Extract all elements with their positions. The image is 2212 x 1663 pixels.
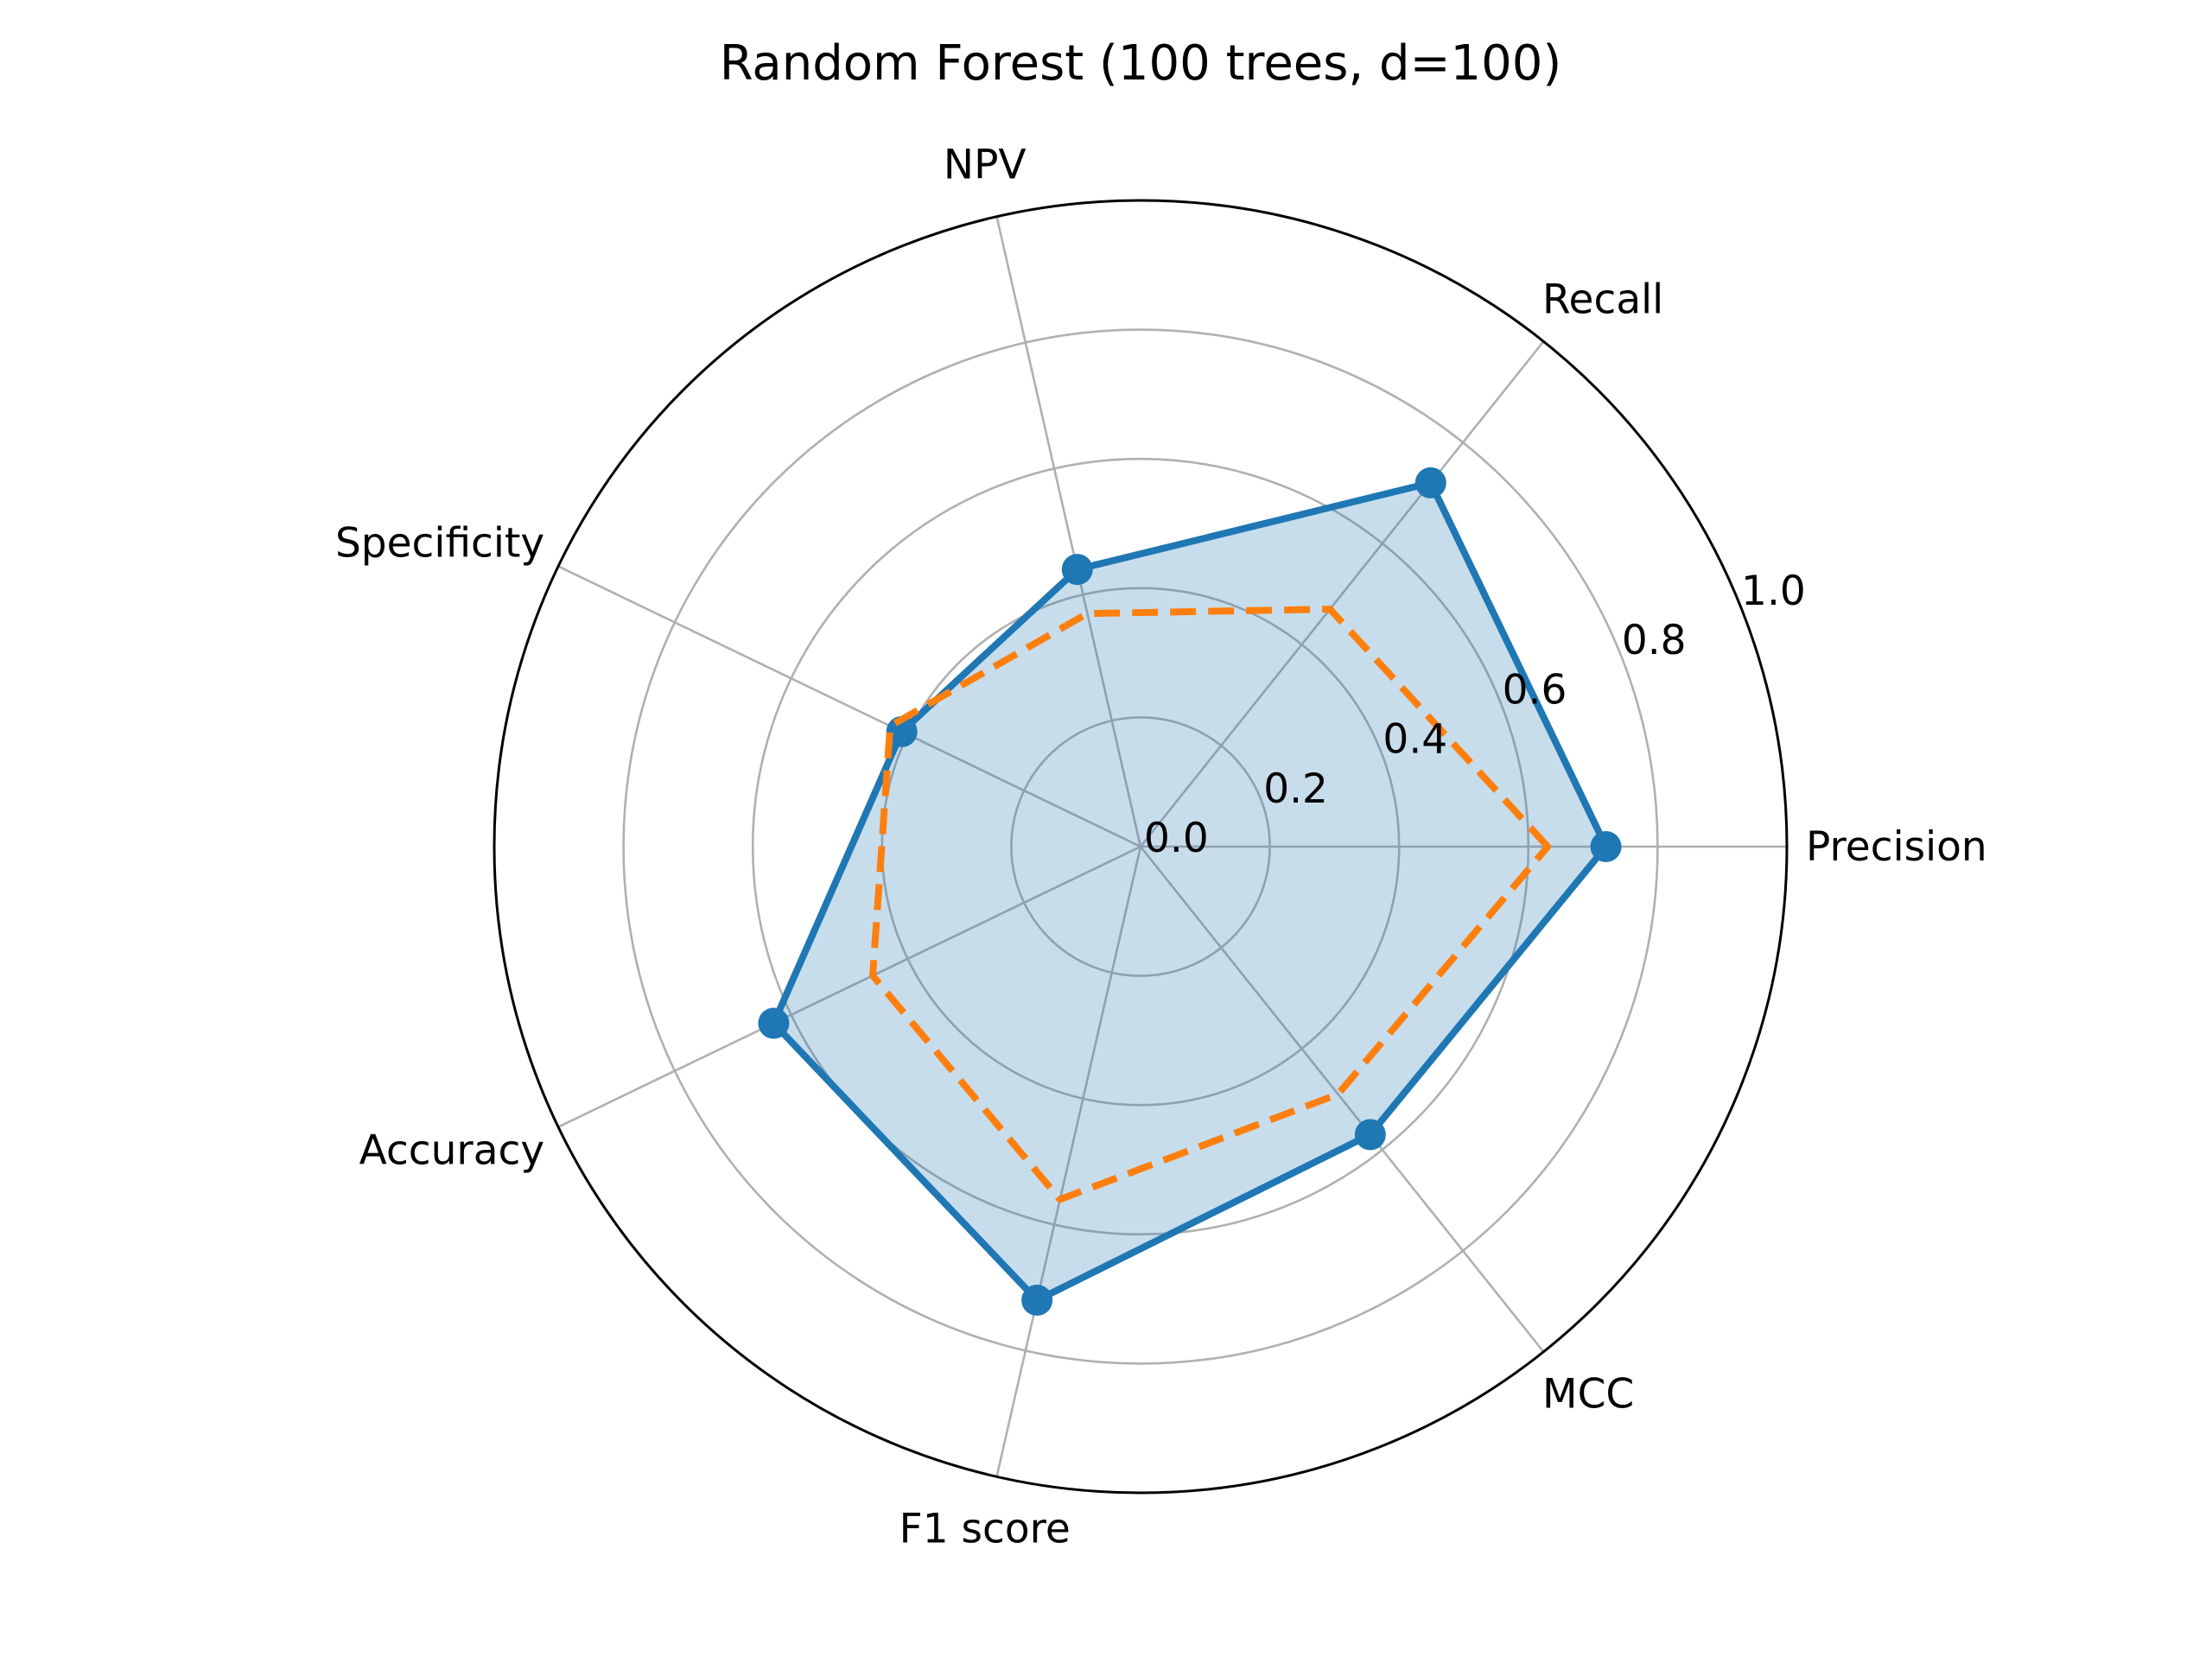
- series-0-point-1: [1414, 467, 1446, 498]
- category-label-0: Precision: [1806, 823, 1987, 871]
- rtick-label-4: 0.8: [1622, 617, 1687, 664]
- spoke-4: [557, 845, 1141, 1128]
- series-0-fill: [773, 482, 1606, 1301]
- spoke-3: [557, 565, 1141, 848]
- series-0-point-3: [886, 715, 918, 747]
- category-label-5: F1 score: [899, 1506, 1071, 1553]
- outer-frame: [493, 199, 1789, 1495]
- spoke-6: [1139, 846, 1545, 1353]
- category-label-3: Specificity: [335, 520, 544, 568]
- rtick-label-1: 0.2: [1263, 765, 1328, 813]
- spoke-2: [995, 216, 1142, 847]
- spoke-5: [995, 846, 1142, 1477]
- series-layer: [758, 467, 1622, 1317]
- series-0-point-0: [1590, 831, 1622, 862]
- category-label-4: Accuracy: [359, 1127, 545, 1174]
- rtick-label-0: 0.0: [1144, 815, 1209, 862]
- series-0-point-4: [758, 1007, 790, 1039]
- series-0-point-5: [1021, 1285, 1053, 1317]
- category-labels: Precision Recall NPV Specificity Accuracy F1 …: [335, 141, 1987, 1552]
- series-0-point-2: [1061, 554, 1093, 586]
- series-0-point-6: [1354, 1119, 1386, 1151]
- category-label-1: Recall: [1542, 276, 1663, 324]
- radial-tick-labels: 0.0 0.2 0.4 0.6 0.8 1.0: [1144, 568, 1806, 862]
- polar-grid: [493, 199, 1789, 1495]
- rtick-label-5: 1.0: [1741, 568, 1806, 615]
- rtick-label-2: 0.4: [1382, 716, 1447, 764]
- spoke-1: [1139, 340, 1545, 847]
- category-label-2: NPV: [944, 141, 1027, 188]
- chart-title: Random Forest (100 trees, d=100): [720, 35, 1561, 92]
- series-1-line: [869, 606, 1552, 1203]
- series-0-line: [769, 479, 1611, 1304]
- rtick-label-3: 0.6: [1503, 666, 1567, 714]
- category-label-6: MCC: [1542, 1370, 1634, 1418]
